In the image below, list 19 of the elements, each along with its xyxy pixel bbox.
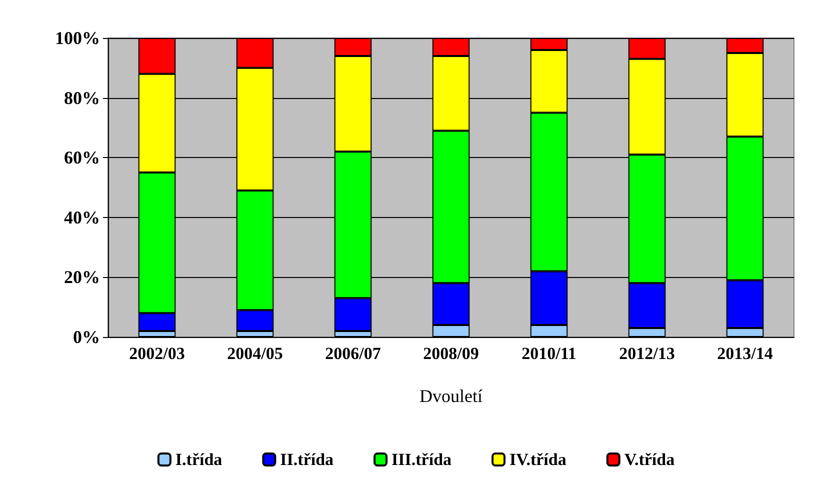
legend-label: V.třída [624,450,676,469]
y-tick-label: 60% [64,148,100,168]
legend-label: II.třída [280,450,334,469]
legend-label: I.třída [175,450,223,469]
legend-label: III.třída [392,450,452,469]
x-tick-label: 2004/05 [227,344,283,363]
x-axis-title: Dvouletí [420,386,482,406]
y-tick-label: 40% [64,207,100,228]
x-tick-label: 2010/11 [522,344,576,363]
x-tick-label: 2006/07 [325,344,382,363]
y-tick-label: 100% [55,28,100,48]
x-tick-label: 2013/14 [717,344,774,363]
y-tick-label: 0% [73,327,100,347]
y-tick-label: 20% [64,267,100,288]
x-tick-label: 2008/09 [423,344,479,363]
y-tick-label: 80% [64,88,100,108]
x-tick-label: 2002/03 [129,344,185,363]
x-tick-label: 2012/13 [619,344,675,363]
legend-label: IV.třída [510,450,567,469]
